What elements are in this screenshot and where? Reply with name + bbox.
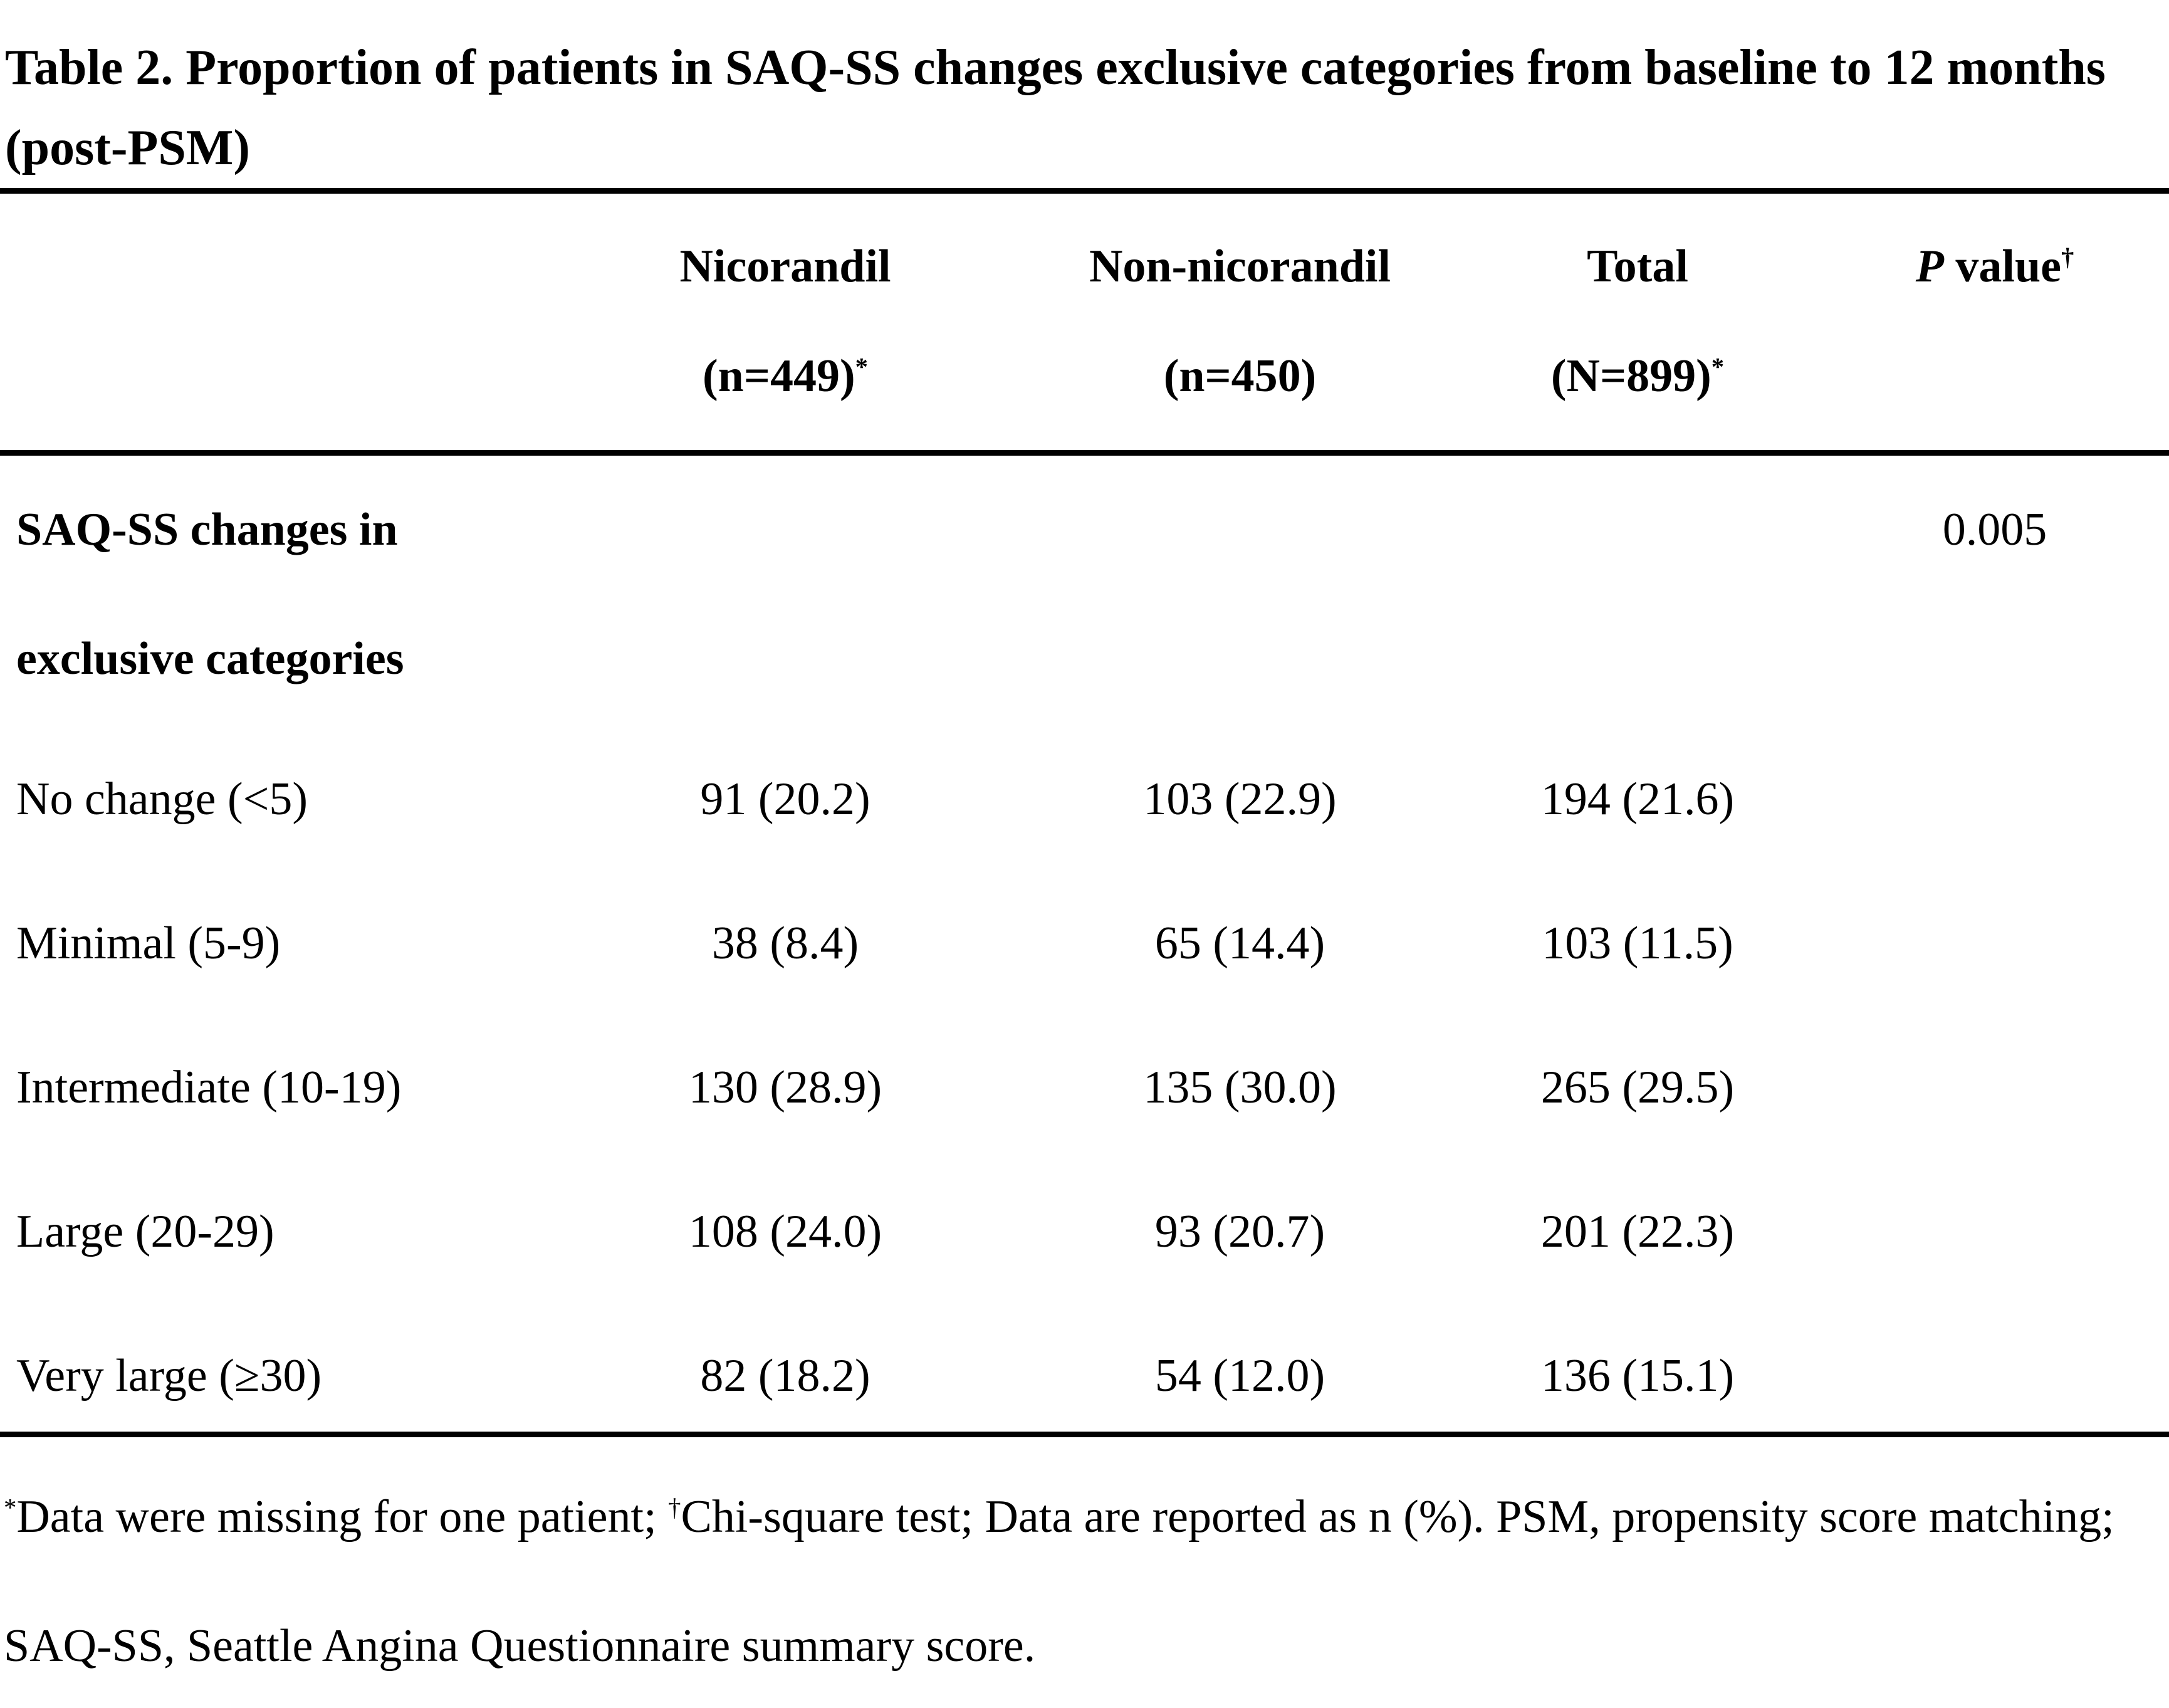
column-header-p-value: P value† <box>1821 231 2169 303</box>
empty-cell <box>1821 909 2169 978</box>
table-top-rule <box>0 188 2169 194</box>
non-nicorandil-value: 65 (14.4) <box>1154 918 1325 969</box>
nicorandil-value: 108 (24.0) <box>688 1206 882 1257</box>
empty-header-cell <box>1821 340 2169 412</box>
table-row-very-large: Very large (≥30) 82 (18.2) 54 (12.0) 136… <box>0 1341 2169 1410</box>
nicorandil-value: 82 (18.2) <box>700 1350 870 1402</box>
group-row-saq-ss-changes: SAQ-SS changes in exclusive categories 0… <box>0 465 2169 723</box>
p-value-italic-p: P <box>1915 241 1944 292</box>
p-value-rest: value <box>1943 241 2061 292</box>
column-header-total: Total <box>1587 241 1688 292</box>
non-nicorandil-value: 93 (20.7) <box>1154 1206 1325 1257</box>
column-header-nicorandil: Nicorandil <box>679 241 891 292</box>
asterisk-superscript: * <box>855 352 868 381</box>
column-subheader-total-n: (N=899)* <box>1455 340 1821 412</box>
empty-header-cell <box>0 340 545 412</box>
table-header-rule <box>0 450 2169 456</box>
table-footnote: *Data were missing for one patient; †Chi… <box>0 1452 2169 1708</box>
empty-cell <box>1821 1053 2169 1122</box>
non-nicorandil-value: 103 (22.9) <box>1143 773 1337 825</box>
footnote-text-part2: Chi-square test; Data are reported as n … <box>4 1491 2114 1672</box>
empty-header-cell <box>0 231 545 303</box>
table-bottom-rule <box>0 1432 2169 1437</box>
column-header-non-nicorandil: Non-nicorandil <box>1089 241 1391 292</box>
total-value: 136 (15.1) <box>1540 1350 1735 1402</box>
dagger-superscript: † <box>2061 243 2074 271</box>
non-nicorandil-value: 54 (12.0) <box>1154 1350 1325 1402</box>
table-row-large: Large (20-29) 108 (24.0) 93 (20.7) 201 (… <box>0 1197 2169 1266</box>
header-row-line1: Nicorandil Non-nicorandil Total P value† <box>0 231 2169 303</box>
table-title: Table 2. Proportion of patients in SAQ-S… <box>5 40 2106 176</box>
nicorandil-value: 91 (20.2) <box>700 773 870 825</box>
row-label: Intermediate (10-19) <box>16 1062 402 1113</box>
header-row-line2: (n=449)* (n=450) (N=899)* <box>0 340 2169 412</box>
column-subheader-non-nicorandil-n: (n=450) <box>1163 350 1317 402</box>
nicorandil-value: 38 (8.4) <box>711 918 859 969</box>
row-label: Very large (≥30) <box>16 1350 322 1402</box>
asterisk-superscript: * <box>4 1493 17 1522</box>
dagger-superscript: † <box>668 1493 681 1522</box>
table-row-no-change: No change (<5) 91 (20.2) 103 (22.9) 194 … <box>0 765 2169 834</box>
asterisk-superscript: * <box>1711 352 1725 381</box>
empty-cell <box>1821 765 2169 834</box>
nicorandil-value: 130 (28.9) <box>688 1062 882 1113</box>
total-value: 265 (29.5) <box>1540 1062 1735 1113</box>
column-subheader-nicorandil-n: (n=449)* <box>545 340 1025 412</box>
total-value: 194 (21.6) <box>1540 773 1735 825</box>
table-row-minimal: Minimal (5-9) 38 (8.4) 65 (14.4) 103 (11… <box>0 909 2169 978</box>
total-value: 201 (22.3) <box>1540 1206 1735 1257</box>
nicorandil-n-text: (n=449) <box>703 350 855 402</box>
table-row-intermediate: Intermediate (10-19) 130 (28.9) 135 (30.… <box>0 1053 2169 1122</box>
empty-cell <box>1821 1341 2169 1410</box>
non-nicorandil-value: 135 (30.0) <box>1143 1062 1337 1113</box>
empty-cell <box>1821 1197 2169 1266</box>
row-label: No change (<5) <box>16 773 308 825</box>
total-n-text: (N=899) <box>1550 350 1712 402</box>
group-row-p-value: 0.005 <box>1942 504 2047 555</box>
row-label: Large (20-29) <box>16 1206 274 1257</box>
group-row-label: SAQ-SS changes in exclusive categories <box>16 504 404 684</box>
footnote-text-part1: Data were missing for one patient; <box>16 1491 669 1543</box>
total-value: 103 (11.5) <box>1542 918 1733 969</box>
row-label: Minimal (5-9) <box>16 918 281 969</box>
